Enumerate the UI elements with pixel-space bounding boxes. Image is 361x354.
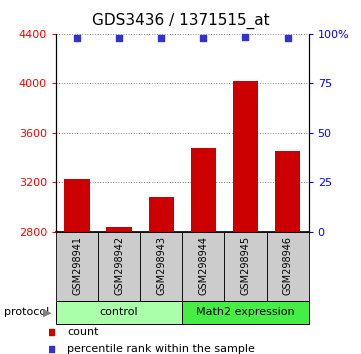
Bar (225, 232, 266, 301)
Text: Math2 expression: Math2 expression (196, 307, 295, 318)
Text: control: control (100, 307, 138, 318)
Point (48, 330, 54, 335)
Text: GSM298941: GSM298941 (72, 235, 82, 295)
Point (285, 35, 291, 40)
Bar (182, 232, 225, 301)
Text: GDS3436 / 1371515_at: GDS3436 / 1371515_at (92, 12, 269, 29)
Bar (233, 81, 258, 232)
Point (48, 346, 54, 352)
Bar (275, 152, 300, 232)
Point (116, 35, 122, 40)
Bar (98, 232, 140, 301)
Text: GSM298942: GSM298942 (114, 235, 124, 295)
Bar (140, 232, 182, 301)
Point (74, 35, 80, 40)
Text: GSM298943: GSM298943 (156, 235, 166, 295)
Text: GSM298945: GSM298945 (240, 235, 251, 295)
Text: ▶: ▶ (43, 307, 51, 318)
Bar (106, 227, 132, 232)
Bar (191, 148, 216, 232)
Bar (182, 301, 309, 324)
Point (158, 35, 164, 40)
Point (200, 35, 206, 40)
Text: count: count (67, 327, 99, 337)
Bar (149, 197, 174, 232)
Text: GSM298944: GSM298944 (198, 235, 208, 295)
Text: GSM298946: GSM298946 (283, 235, 293, 295)
Text: protocol: protocol (4, 307, 49, 318)
Bar (56, 232, 98, 301)
Bar (56, 301, 182, 324)
Point (243, 34, 248, 39)
Bar (266, 232, 309, 301)
Bar (64, 179, 90, 232)
Text: percentile rank within the sample: percentile rank within the sample (67, 344, 255, 354)
